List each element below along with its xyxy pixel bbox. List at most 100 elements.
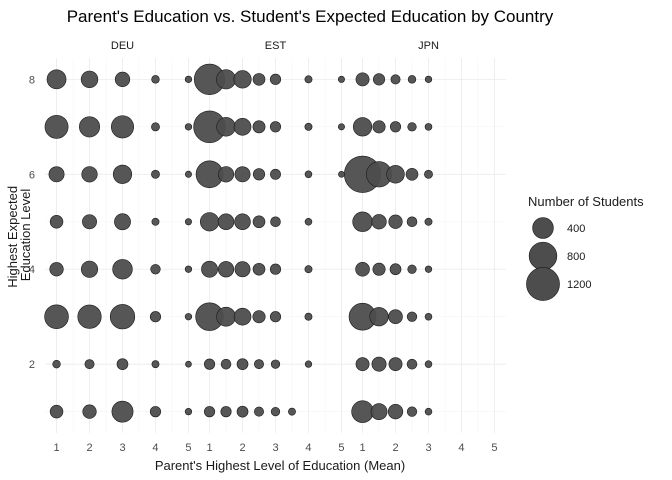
size-legend-key bbox=[528, 241, 558, 271]
data-point bbox=[390, 74, 401, 85]
data-point bbox=[184, 408, 193, 416]
data-point bbox=[151, 122, 160, 132]
data-point bbox=[304, 312, 313, 321]
size-legend-title: Number of Students bbox=[528, 194, 644, 209]
data-point bbox=[355, 357, 370, 372]
x-tick-label: 2 bbox=[239, 442, 245, 454]
data-point bbox=[252, 168, 266, 181]
data-point bbox=[304, 265, 313, 274]
data-point bbox=[304, 170, 313, 179]
x-tick-label: 4 bbox=[152, 442, 158, 454]
data-point bbox=[236, 358, 249, 370]
data-point bbox=[80, 70, 99, 89]
data-point bbox=[405, 168, 419, 181]
x-tick-label: 3 bbox=[119, 442, 125, 454]
data-point bbox=[406, 406, 418, 417]
data-point bbox=[234, 166, 251, 183]
data-point bbox=[217, 213, 235, 231]
data-point bbox=[216, 69, 236, 90]
y-tick-label: 8 bbox=[29, 74, 35, 86]
data-point bbox=[46, 69, 67, 90]
data-point bbox=[77, 304, 102, 329]
data-point bbox=[407, 75, 417, 84]
facet-jpn: JPN 1 2 3 4 5 bbox=[343, 40, 506, 454]
data-point bbox=[79, 116, 101, 138]
data-point bbox=[52, 359, 61, 369]
facet-deu: DEU 1 2 3 4 5 2 4 6 8 bbox=[29, 40, 200, 454]
x-tick-label: 1 bbox=[359, 442, 365, 454]
data-point bbox=[355, 72, 370, 87]
data-point bbox=[372, 73, 386, 86]
data-point bbox=[217, 166, 235, 183]
facet-panels: DEU 1 2 3 4 5 2 4 6 8 EST 1 2 3 4 5 JPN 1 2 3 4 5 bbox=[29, 40, 506, 454]
size-legend-label: 400 bbox=[567, 223, 585, 235]
data-point bbox=[269, 121, 282, 133]
data-point bbox=[150, 264, 161, 275]
data-point bbox=[270, 407, 281, 417]
size-legend-label: 800 bbox=[567, 251, 585, 263]
data-point bbox=[254, 406, 264, 417]
data-point bbox=[199, 212, 220, 232]
data-point bbox=[217, 261, 235, 278]
chart-title: Parent's Education vs. Student's Expecte… bbox=[67, 7, 554, 26]
data-point bbox=[114, 71, 131, 87]
data-point bbox=[81, 166, 98, 183]
data-point bbox=[233, 307, 252, 326]
data-point bbox=[389, 263, 402, 276]
x-tick-label: 4 bbox=[305, 442, 311, 454]
data-point bbox=[151, 217, 160, 226]
data-point bbox=[338, 170, 345, 178]
data-point bbox=[304, 218, 313, 226]
data-point bbox=[424, 169, 433, 179]
size-legend-key bbox=[526, 267, 560, 301]
data-point bbox=[234, 213, 251, 231]
data-point bbox=[84, 359, 95, 370]
data-point bbox=[203, 358, 216, 370]
x-tick-label: 2 bbox=[392, 442, 398, 454]
data-point bbox=[424, 407, 433, 416]
data-point bbox=[351, 400, 374, 423]
data-point bbox=[337, 75, 345, 83]
size-legend: Number of Students 400 800 1200 bbox=[526, 194, 644, 301]
facet-label: EST bbox=[265, 40, 287, 52]
data-point bbox=[252, 262, 266, 276]
x-tick-label: 5 bbox=[185, 442, 191, 454]
data-point bbox=[372, 120, 386, 134]
data-point bbox=[233, 118, 252, 136]
data-point bbox=[387, 404, 404, 420]
data-point bbox=[337, 123, 345, 131]
data-point bbox=[424, 217, 433, 226]
data-point bbox=[201, 260, 218, 278]
data-point bbox=[269, 73, 282, 85]
data-point bbox=[406, 311, 418, 322]
data-point bbox=[371, 356, 387, 372]
size-legend-label: 1200 bbox=[567, 279, 591, 291]
data-point bbox=[370, 403, 388, 421]
data-point bbox=[116, 358, 129, 370]
data-point bbox=[252, 215, 266, 229]
data-point bbox=[151, 75, 160, 84]
data-point bbox=[185, 360, 192, 368]
data-point bbox=[44, 114, 69, 139]
data-point bbox=[184, 313, 193, 321]
data-point bbox=[110, 115, 135, 139]
data-point bbox=[424, 312, 433, 321]
facet-label: DEU bbox=[111, 40, 134, 52]
data-point bbox=[369, 307, 389, 327]
data-point bbox=[234, 261, 251, 278]
data-point bbox=[112, 259, 133, 280]
size-legend-key bbox=[532, 217, 554, 239]
data-point bbox=[216, 306, 236, 327]
data-point bbox=[236, 405, 249, 418]
data-point bbox=[270, 168, 281, 180]
facet-est: EST 1 2 3 4 5 bbox=[193, 40, 353, 454]
data-point bbox=[48, 166, 65, 183]
data-point bbox=[407, 264, 417, 274]
x-tick-label: 1 bbox=[206, 442, 212, 454]
data-point bbox=[82, 404, 97, 419]
data-point bbox=[406, 358, 418, 370]
data-point bbox=[304, 360, 313, 368]
data-point bbox=[372, 262, 386, 276]
x-tick-label: 4 bbox=[458, 442, 464, 454]
